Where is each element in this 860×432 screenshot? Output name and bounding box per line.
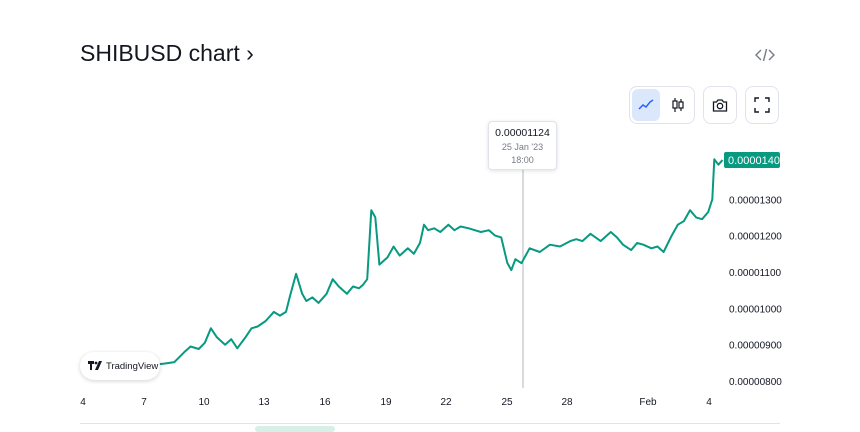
last-price-label: 0.00001408 <box>728 155 786 167</box>
y-tick-label: 0.00001300 <box>729 195 782 206</box>
y-axis: 0.00001300 0.00001200 0.00001100 0.00001000… <box>729 195 782 388</box>
tooltip-date: 25 Jan '23 <box>501 142 544 152</box>
crosshair-tooltip: 0.00001124 25 Jan '23 18:00 <box>488 121 557 170</box>
y-tick-label: 0.00000800 <box>729 377 782 388</box>
x-tick-label: 22 <box>440 397 452 408</box>
y-tick-label: 0.00001100 <box>729 268 782 279</box>
line-chart-icon <box>638 99 654 110</box>
fullscreen-icon <box>754 97 770 113</box>
price-line <box>107 158 724 366</box>
y-tick-label: 0.00001000 <box>729 304 782 315</box>
x-tick-label: 10 <box>198 397 210 408</box>
x-axis: 4 7 10 13 16 19 22 25 28 Feb 4 <box>80 397 712 408</box>
screenshot-group <box>703 86 737 124</box>
camera-icon <box>712 99 728 112</box>
tradingview-logo-icon <box>88 361 102 370</box>
x-tick-label: 25 <box>501 397 513 408</box>
line-chart-button[interactable] <box>632 89 660 121</box>
x-tick-label: 4 <box>706 397 712 408</box>
x-tick-label: 28 <box>561 397 573 408</box>
x-tick-label: 19 <box>380 397 392 408</box>
last-price-badge: 0.00001408 <box>724 152 786 168</box>
tradingview-label: TradingView <box>106 360 159 372</box>
embed-button[interactable] <box>752 44 778 66</box>
tooltip-time: 18:00 <box>511 155 534 165</box>
chart-type-group <box>629 86 695 124</box>
fullscreen-button[interactable] <box>746 89 778 121</box>
bottom-divider <box>80 423 780 431</box>
chart-title[interactable]: SHIBUSD chart › <box>80 40 254 66</box>
x-tick-label: Feb <box>639 397 657 408</box>
y-tick-label: 0.00000900 <box>729 341 782 352</box>
y-tick-label: 0.00001200 <box>729 232 782 243</box>
x-tick-label: 13 <box>258 397 270 408</box>
x-tick-label: 7 <box>141 397 147 408</box>
tradingview-logo[interactable]: TradingView <box>80 352 160 380</box>
candlestick-icon <box>672 98 684 112</box>
code-embed-icon <box>755 48 775 62</box>
x-tick-label: 16 <box>319 397 331 408</box>
candles-chart-button[interactable] <box>664 89 692 121</box>
bottom-scroll-handle[interactable] <box>255 426 335 432</box>
fullscreen-group <box>745 86 779 124</box>
screenshot-button[interactable] <box>704 89 736 121</box>
x-tick-label: 4 <box>80 397 86 408</box>
tooltip-price: 0.00001124 <box>495 127 550 139</box>
